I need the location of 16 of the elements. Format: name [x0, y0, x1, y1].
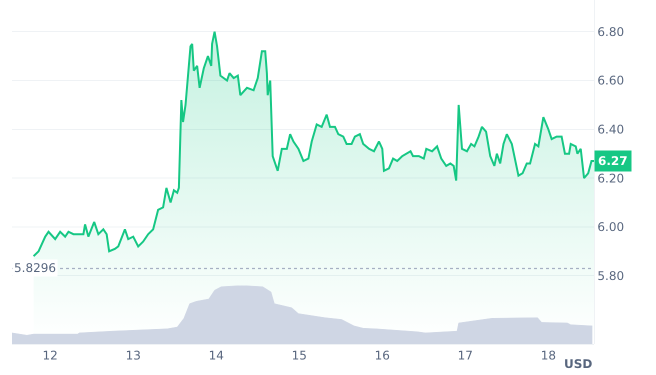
- y-tick-label: 6.60: [597, 74, 624, 88]
- x-tick-label: 13: [126, 348, 141, 362]
- x-tick-label: 12: [42, 348, 58, 362]
- x-tick-label: 15: [292, 348, 307, 362]
- text: USD: [564, 357, 592, 371]
- y-tick-label: 6.20: [597, 171, 624, 186]
- annotation: 6.27: [598, 154, 628, 168]
- y-tick-label: 6.00: [597, 220, 624, 234]
- x-tick-label: 14: [208, 348, 224, 362]
- x-tick-label: 18: [540, 348, 556, 362]
- x-tick-label: 17: [458, 348, 473, 362]
- ref-line-label: 5.8296: [14, 261, 56, 275]
- y-tick-label: 6.80: [597, 24, 624, 39]
- x-tick-label: 16: [374, 348, 390, 362]
- y-tick-label: 6.40: [597, 122, 624, 136]
- y-tick-label: 5.80: [597, 268, 624, 283]
